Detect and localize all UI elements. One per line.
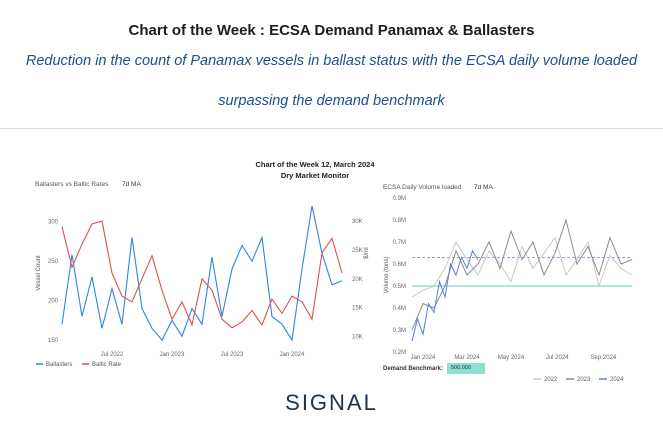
left-y-tick-0: 150 xyxy=(48,338,59,344)
report-subtitle: Dry Market Monitor xyxy=(280,171,350,180)
report-title: Chart of the Week 12, March 2024 xyxy=(255,160,375,169)
left-y-tick-1: 200 xyxy=(48,299,59,305)
benchmark-label: Demand Benchmark: xyxy=(383,366,444,372)
left-chart-ma-label: 7d MA xyxy=(122,181,141,188)
volume-y-tick-7: 0.9M xyxy=(393,196,406,202)
subtitle-line-2: surpassing the demand benchmark xyxy=(218,93,445,109)
right-y-tick-1: 15K xyxy=(352,306,363,312)
volume-x-tick-4: Sep 2024 xyxy=(591,355,617,361)
series-line-2023 xyxy=(411,218,633,331)
benchmark-value-badge: 500,000 xyxy=(447,363,485,374)
volume-legend-label-1: 2023 xyxy=(577,377,591,383)
volume-x-tick-0: Jan 2024 xyxy=(411,355,436,361)
volume-x-tick-2: May 2024 xyxy=(498,355,525,361)
volume-y-tick-5: 0.7M xyxy=(393,240,406,246)
series-line-2022 xyxy=(411,236,633,298)
series-line-ballasters xyxy=(61,205,343,342)
volume-y-tick-6: 0.8M xyxy=(393,218,406,224)
header-divider xyxy=(0,128,663,129)
left-x-tick-0: Jul 2022 xyxy=(101,352,124,358)
volume-legend-label-2: 2024 xyxy=(610,377,624,383)
volume-y-tick-3: 0.5M xyxy=(393,284,406,290)
page-title: Chart of the Week : ECSA Demand Panamax … xyxy=(128,22,535,39)
series-line-baltic-rate xyxy=(61,220,343,329)
left-y-tick-2: 250 xyxy=(48,259,59,265)
right-chart-title: ECSA Daily Volume loaded xyxy=(383,184,462,191)
legend-label-0: Ballasters xyxy=(46,362,72,368)
volume-y-tick-0: 0.2M xyxy=(393,350,406,356)
volume-y-tick-1: 0.3M xyxy=(393,328,406,334)
left-chart-title: Ballasters vs Baltic Rates xyxy=(35,181,109,188)
right-y-tick-0: 10K xyxy=(352,334,363,340)
left-y-axis-title: Vessel Count xyxy=(36,255,42,291)
volume-x-tick-1: Mar 2024 xyxy=(454,355,480,361)
right-y-tick-2: 20K xyxy=(352,277,363,283)
right-chart-ma-label: 7d MA xyxy=(474,184,493,191)
series-line-2024 xyxy=(411,249,479,342)
right-y-tick-4: 30K xyxy=(352,219,363,225)
volume-y-tick-4: 0.6M xyxy=(393,262,406,268)
right-y-axis-title: $/mt xyxy=(364,247,370,259)
volume-legend-label-0: 2022 xyxy=(544,377,558,383)
volume-x-tick-3: Jul 2024 xyxy=(546,355,569,361)
volume-y-axis-title: Volume (tons) xyxy=(384,256,390,293)
volume-y-tick-2: 0.4M xyxy=(393,306,406,312)
subtitle-line-1: Reduction in the count of Panamax vessel… xyxy=(25,53,638,69)
left-y-tick-3: 300 xyxy=(48,220,59,226)
legend-label-1: Baltic Rate xyxy=(92,362,122,368)
right-y-tick-3: 25K xyxy=(352,248,363,254)
left-x-tick-2: Jul 2023 xyxy=(221,352,244,358)
left-x-tick-1: Jan 2023 xyxy=(160,352,185,358)
signal-logo: SIGNAL xyxy=(285,390,378,415)
left-x-tick-3: Jan 2024 xyxy=(280,352,305,358)
